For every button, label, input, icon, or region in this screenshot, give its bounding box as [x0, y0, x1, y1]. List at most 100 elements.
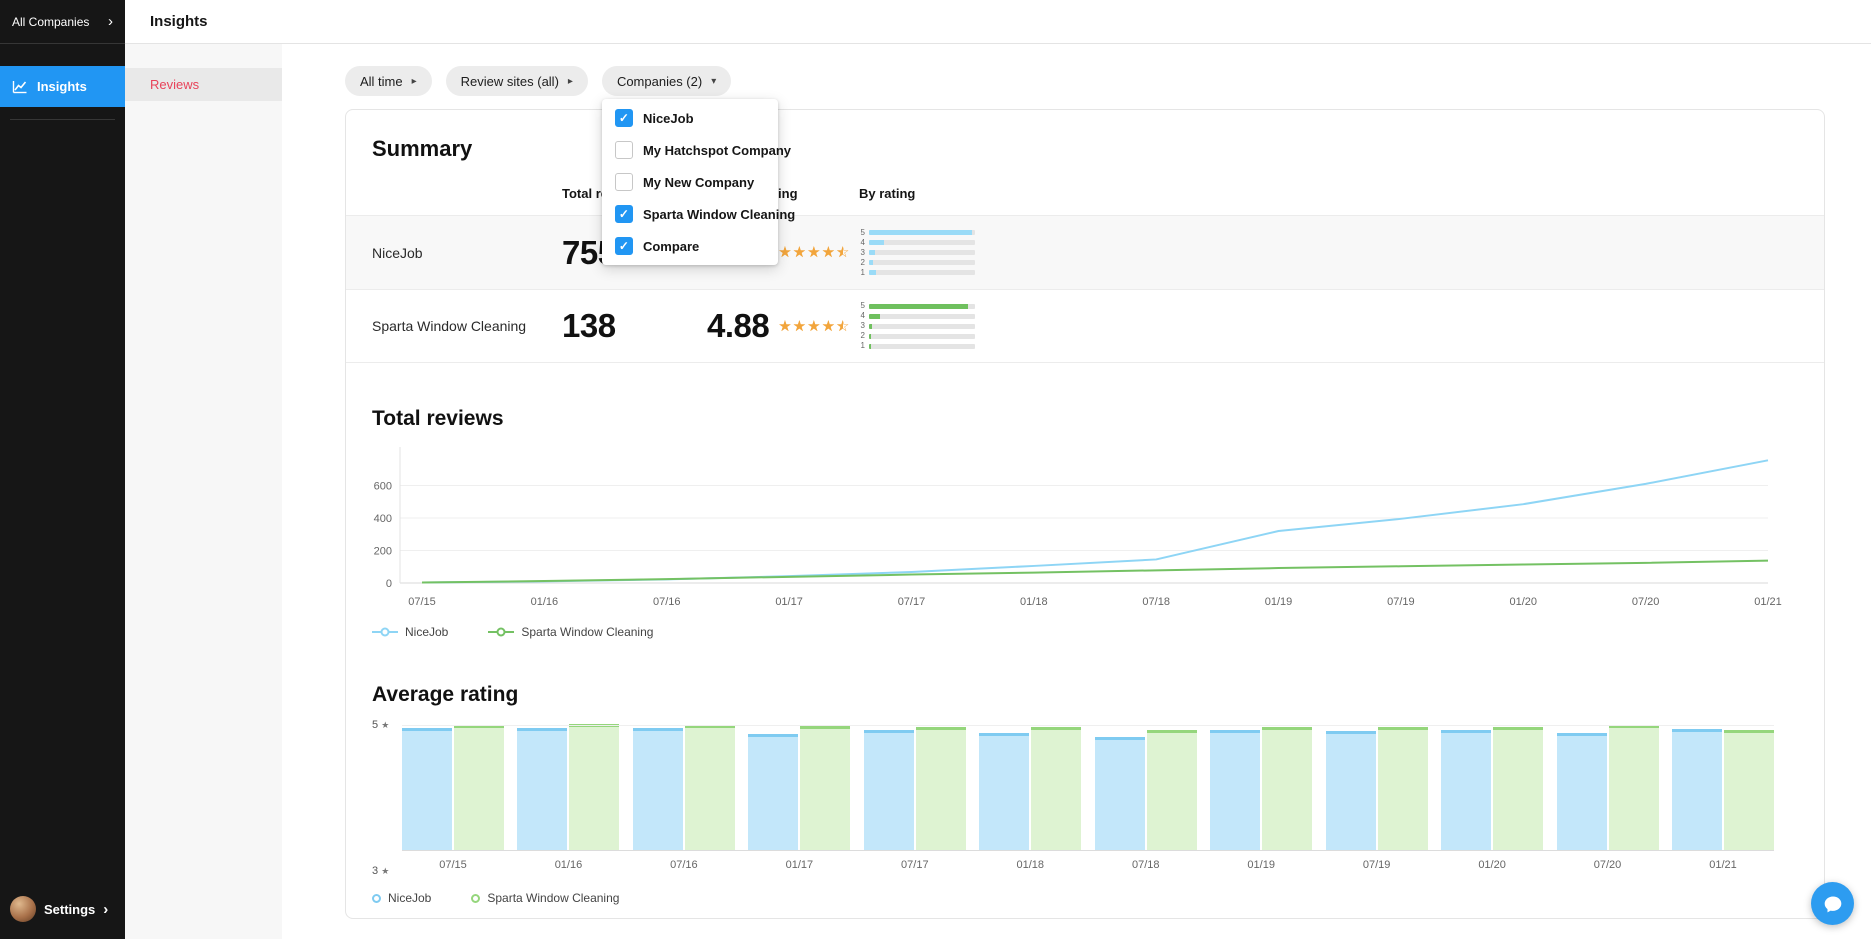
dropdown-option-label: My New Company	[643, 175, 754, 190]
by-rating-chart: 54321	[859, 229, 1798, 277]
checkbox-checked-icon[interactable]: ✓	[615, 205, 633, 223]
bar	[864, 730, 914, 850]
by-rating-track	[869, 270, 975, 275]
x-tick-label: 01/16	[517, 859, 619, 871]
dropdown-option-label: Compare	[643, 239, 699, 254]
bar	[979, 733, 1029, 850]
legend-item-sparta[interactable]: Sparta Window Cleaning	[488, 625, 653, 639]
bar	[569, 724, 619, 850]
by-rating-track	[869, 230, 975, 235]
avatar	[10, 896, 36, 922]
bar	[1557, 733, 1607, 850]
time-filter-label: All time	[360, 74, 403, 89]
dropdown-option[interactable]: ✓ Compare	[602, 230, 778, 262]
x-tick-label: 01/21	[1672, 859, 1774, 871]
by-rating-track	[869, 250, 975, 255]
bar	[1095, 737, 1145, 850]
total-reviews-section: Total reviews 600400200007/1501/1607/160…	[372, 407, 1798, 639]
bar	[1031, 727, 1081, 850]
x-tick-label: 07/15	[402, 859, 504, 871]
bar-group	[633, 725, 735, 850]
app-sidebar: All Companies › Insights Settings ›	[0, 0, 125, 939]
bar-group	[1326, 727, 1428, 850]
by-rating-row: 3	[859, 249, 1798, 257]
x-tick-label: 07/16	[653, 596, 681, 608]
sidebar-item-insights[interactable]: Insights	[0, 66, 125, 107]
main-content: All time ▸ Review sites (all) ▸ Companie…	[282, 44, 1871, 939]
dropdown-option-label: Sparta Window Cleaning	[643, 207, 795, 222]
x-tick-label: 07/19	[1326, 859, 1428, 871]
legend-label: NiceJob	[405, 625, 448, 639]
by-rating-level-label: 3	[859, 249, 865, 257]
circle-marker-icon	[471, 894, 480, 903]
x-tick-label: 01/19	[1265, 596, 1293, 608]
filter-bar: All time ▸ Review sites (all) ▸ Companie…	[345, 66, 1871, 96]
by-rating-track	[869, 344, 975, 349]
total-reviews-legend: NiceJob Sparta Window Cleaning	[372, 625, 1798, 639]
star-icons-filled: ★★★★★	[778, 245, 843, 260]
y-axis-min-label: 3 ★	[372, 865, 389, 877]
by-rating-level-label: 3	[859, 322, 865, 330]
dropdown-option[interactable]: ✓NiceJob	[602, 102, 778, 134]
time-filter-button[interactable]: All time ▸	[345, 66, 432, 96]
by-rating-fill	[869, 230, 972, 235]
companies-filter-button[interactable]: Companies (2) ▾	[602, 66, 731, 96]
caret-right-icon: ▸	[568, 76, 573, 87]
by-rating-fill	[869, 270, 876, 275]
review-sites-filter-button[interactable]: Review sites (all) ▸	[446, 66, 588, 96]
legend-item-sparta[interactable]: Sparta Window Cleaning	[471, 891, 619, 905]
checkbox-checked-icon[interactable]: ✓	[615, 237, 633, 255]
line-marker-icon	[488, 627, 514, 637]
legend-item-nicejob[interactable]: NiceJob	[372, 625, 448, 639]
dropdown-option[interactable]: My Hatchspot Company	[602, 134, 778, 166]
bar	[1493, 727, 1543, 850]
bar	[1672, 729, 1722, 850]
x-tick-label: 01/20	[1441, 859, 1543, 871]
star-icons-filled: ★★★★★	[778, 319, 843, 334]
average-rating-section: Average rating 5 ★ 3 ★ 07/1501/1607/1601…	[372, 683, 1798, 905]
sidebar-divider	[10, 119, 115, 120]
bar	[1378, 727, 1428, 850]
bar	[748, 734, 798, 850]
summary-col-by-rating: By rating	[859, 186, 1798, 201]
by-rating-row: 1	[859, 269, 1798, 277]
bar	[633, 728, 683, 850]
by-rating-fill	[869, 304, 968, 309]
y-tick-label: 200	[374, 546, 392, 558]
caret-down-icon: ▾	[711, 76, 716, 87]
by-rating-track	[869, 240, 975, 245]
x-tick-label: 01/16	[531, 596, 559, 608]
checkbox-checked-icon[interactable]: ✓	[615, 109, 633, 127]
by-rating-fill	[869, 250, 875, 255]
bar-group	[1672, 729, 1774, 850]
checkbox-unchecked-icon[interactable]	[615, 141, 633, 159]
star-rating: ★★★★☆★★★★★	[778, 245, 850, 260]
bar-group	[1210, 727, 1312, 850]
by-rating-fill	[869, 334, 871, 339]
by-rating-chart: 54321	[859, 302, 1798, 350]
by-rating-fill	[869, 240, 884, 245]
summary-total-reviews-value: 138	[562, 307, 707, 345]
subnav: Reviews	[125, 44, 282, 939]
sidebar-settings[interactable]: Settings ›	[0, 889, 125, 929]
subnav-item-reviews[interactable]: Reviews	[125, 68, 282, 101]
by-rating-row: 1	[859, 342, 1798, 350]
chat-launcher[interactable]	[1811, 882, 1854, 925]
checkbox-unchecked-icon[interactable]	[615, 173, 633, 191]
x-tick-label: 01/18	[979, 859, 1081, 871]
total-reviews-title: Total reviews	[372, 407, 1798, 431]
by-rating-fill	[869, 314, 880, 319]
company-switcher[interactable]: All Companies ›	[0, 0, 125, 44]
by-rating-level-label: 2	[859, 259, 865, 267]
legend-label: Sparta Window Cleaning	[487, 891, 619, 905]
bar	[1724, 730, 1774, 850]
bar	[800, 726, 850, 850]
dropdown-option[interactable]: ✓Sparta Window Cleaning	[602, 198, 778, 230]
by-rating-level-label: 1	[859, 342, 865, 350]
dropdown-option[interactable]: My New Company	[602, 166, 778, 198]
summary-company-name: NiceJob	[372, 245, 562, 261]
average-rating-xlabels: 07/1501/1607/1601/1707/1701/1807/1801/19…	[402, 859, 1774, 871]
page-header: Insights	[125, 0, 1871, 44]
by-rating-fill	[869, 324, 872, 329]
legend-item-nicejob[interactable]: NiceJob	[372, 891, 431, 905]
